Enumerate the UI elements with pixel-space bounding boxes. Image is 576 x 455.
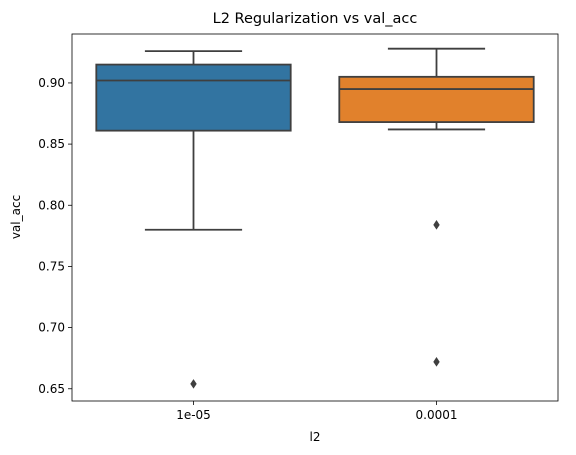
box-1e-05 [95,50,292,389]
y-tick-label: 0.70 [38,321,65,335]
box-0.0001 [338,47,535,367]
outlier-point [190,379,197,389]
iqr-box [338,75,535,123]
x-axis: 1e-05 0.0001 [176,401,458,422]
plot-area [95,47,535,389]
y-tick-label: 0.85 [38,137,65,151]
x-tick-label: 0.0001 [416,408,458,422]
y-axis: 0.65 0.70 0.75 0.80 0.85 0.90 [38,76,72,396]
y-tick-label: 0.90 [38,76,65,90]
iqr-box [95,63,292,132]
outlier-point [433,220,440,230]
y-tick-label: 0.65 [38,382,65,396]
y-tick-label: 0.80 [38,198,65,212]
outlier-point [433,357,440,367]
chart-title: L2 Regularization vs val_acc [213,11,418,27]
y-axis-label: val_acc [9,195,23,239]
x-axis-label: l2 [310,430,321,444]
y-tick-label: 0.75 [38,259,65,273]
plot-frame [71,33,559,402]
x-tick-label: 1e-05 [176,408,211,422]
